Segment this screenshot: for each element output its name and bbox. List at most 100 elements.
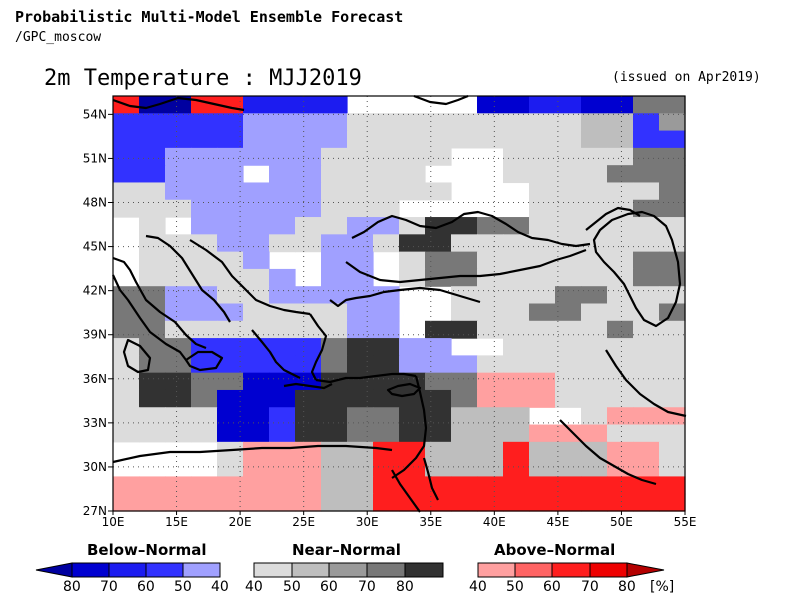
grid-cell <box>555 130 582 149</box>
above-color-box <box>589 562 628 578</box>
grid-cell <box>503 147 530 166</box>
grid-cell <box>477 303 504 322</box>
coast-anatolia-west <box>329 286 481 308</box>
near-color-box <box>291 562 330 578</box>
grid-cell <box>243 493 270 512</box>
grid-cell <box>477 113 504 132</box>
grid-cell <box>269 441 296 460</box>
grid-cell <box>555 217 582 235</box>
grid-cell <box>477 389 504 408</box>
grid-cell <box>321 320 348 339</box>
coast-iran-south <box>605 349 687 418</box>
grid-cell <box>581 320 608 339</box>
grid-cell <box>607 113 634 132</box>
grid-cell <box>451 113 478 132</box>
grid-cell <box>269 268 296 287</box>
map-title: 2m Temperature : MJJ2019 <box>44 66 362 91</box>
grid-cell <box>269 493 296 512</box>
coast-anatolia-south <box>315 372 417 384</box>
grid-cell <box>295 234 322 253</box>
near-tick-80: 80 <box>396 579 414 595</box>
grid-cell <box>659 147 686 166</box>
grid-cell <box>139 303 166 322</box>
grid-cell <box>243 130 270 149</box>
grid-cell <box>477 286 504 305</box>
grid-cell <box>399 338 426 356</box>
grid-cell <box>529 251 556 270</box>
grid-cell <box>295 165 322 184</box>
grid-cell <box>425 493 452 512</box>
grid-cell <box>139 217 166 235</box>
grid-cell <box>477 320 504 339</box>
coast-north-shore <box>112 96 245 112</box>
grid-cell <box>399 147 426 166</box>
grid-cell <box>607 165 634 184</box>
grid-cell <box>243 268 270 287</box>
grid-cell <box>451 441 478 460</box>
grid-cell <box>529 372 556 391</box>
grid-cell <box>373 217 400 235</box>
grid-cell <box>425 355 452 374</box>
coast-black-sea-south <box>345 248 587 284</box>
grid-cell <box>347 234 374 253</box>
grid-cell <box>555 165 582 184</box>
grid-cell <box>321 182 348 201</box>
grid-cell <box>113 407 140 426</box>
grid-cell <box>191 199 218 218</box>
coast-sicily <box>184 350 224 372</box>
grid-cell <box>243 355 270 374</box>
longitude-label: 35E <box>419 515 442 529</box>
grid-cell <box>321 147 348 166</box>
grid-cell <box>191 234 218 253</box>
grid-cell <box>633 476 660 495</box>
grid-cell <box>659 199 686 218</box>
coast-adriatic-north <box>112 256 207 350</box>
grid-cell <box>295 355 322 374</box>
grid-cell <box>659 113 686 132</box>
grid-cell <box>347 268 374 287</box>
grid-cell <box>451 407 478 426</box>
grid-cell <box>113 286 140 305</box>
longitude-label: 10E <box>102 515 125 529</box>
grid-cell <box>659 130 686 149</box>
grid-cell <box>555 251 582 270</box>
grid-cell <box>399 459 426 478</box>
grid-cell <box>139 268 166 287</box>
grid-cell <box>295 320 322 339</box>
grid-cell <box>555 303 582 322</box>
grid-cell <box>217 355 244 374</box>
grid-cell <box>373 320 400 339</box>
grid-cell <box>217 113 244 132</box>
below-tick-50: 50 <box>174 579 192 595</box>
above-tick-70: 70 <box>581 579 599 595</box>
grid-cell <box>139 130 166 149</box>
grid-cell <box>165 338 192 356</box>
grid-cell <box>295 338 322 356</box>
grid-cell <box>581 251 608 270</box>
grid-cell <box>503 372 530 391</box>
grid-cell <box>243 441 270 460</box>
grid-cell <box>633 459 660 478</box>
grid-cell <box>451 303 478 322</box>
grid-cell <box>607 130 634 149</box>
grid-cell <box>347 355 374 374</box>
coast-red-sea <box>391 469 421 513</box>
grid-cell <box>659 96 686 114</box>
grid-cell <box>295 389 322 408</box>
near-tick-50: 50 <box>283 579 301 595</box>
grid-cell <box>165 268 192 287</box>
grid-cell <box>243 286 270 305</box>
grid-cell <box>659 355 686 374</box>
grid-cell <box>217 493 244 512</box>
latitude-label: 45N <box>83 240 107 254</box>
grid-cell <box>269 338 296 356</box>
grid-cell <box>217 372 244 391</box>
grid-cell <box>399 476 426 495</box>
grid-cell <box>295 96 322 114</box>
grid-cell <box>191 251 218 270</box>
grid-cell <box>529 424 556 443</box>
grid-cell <box>659 476 686 495</box>
grid-cell <box>373 389 400 408</box>
grid-cell <box>503 303 530 322</box>
grid-cell <box>529 459 556 478</box>
